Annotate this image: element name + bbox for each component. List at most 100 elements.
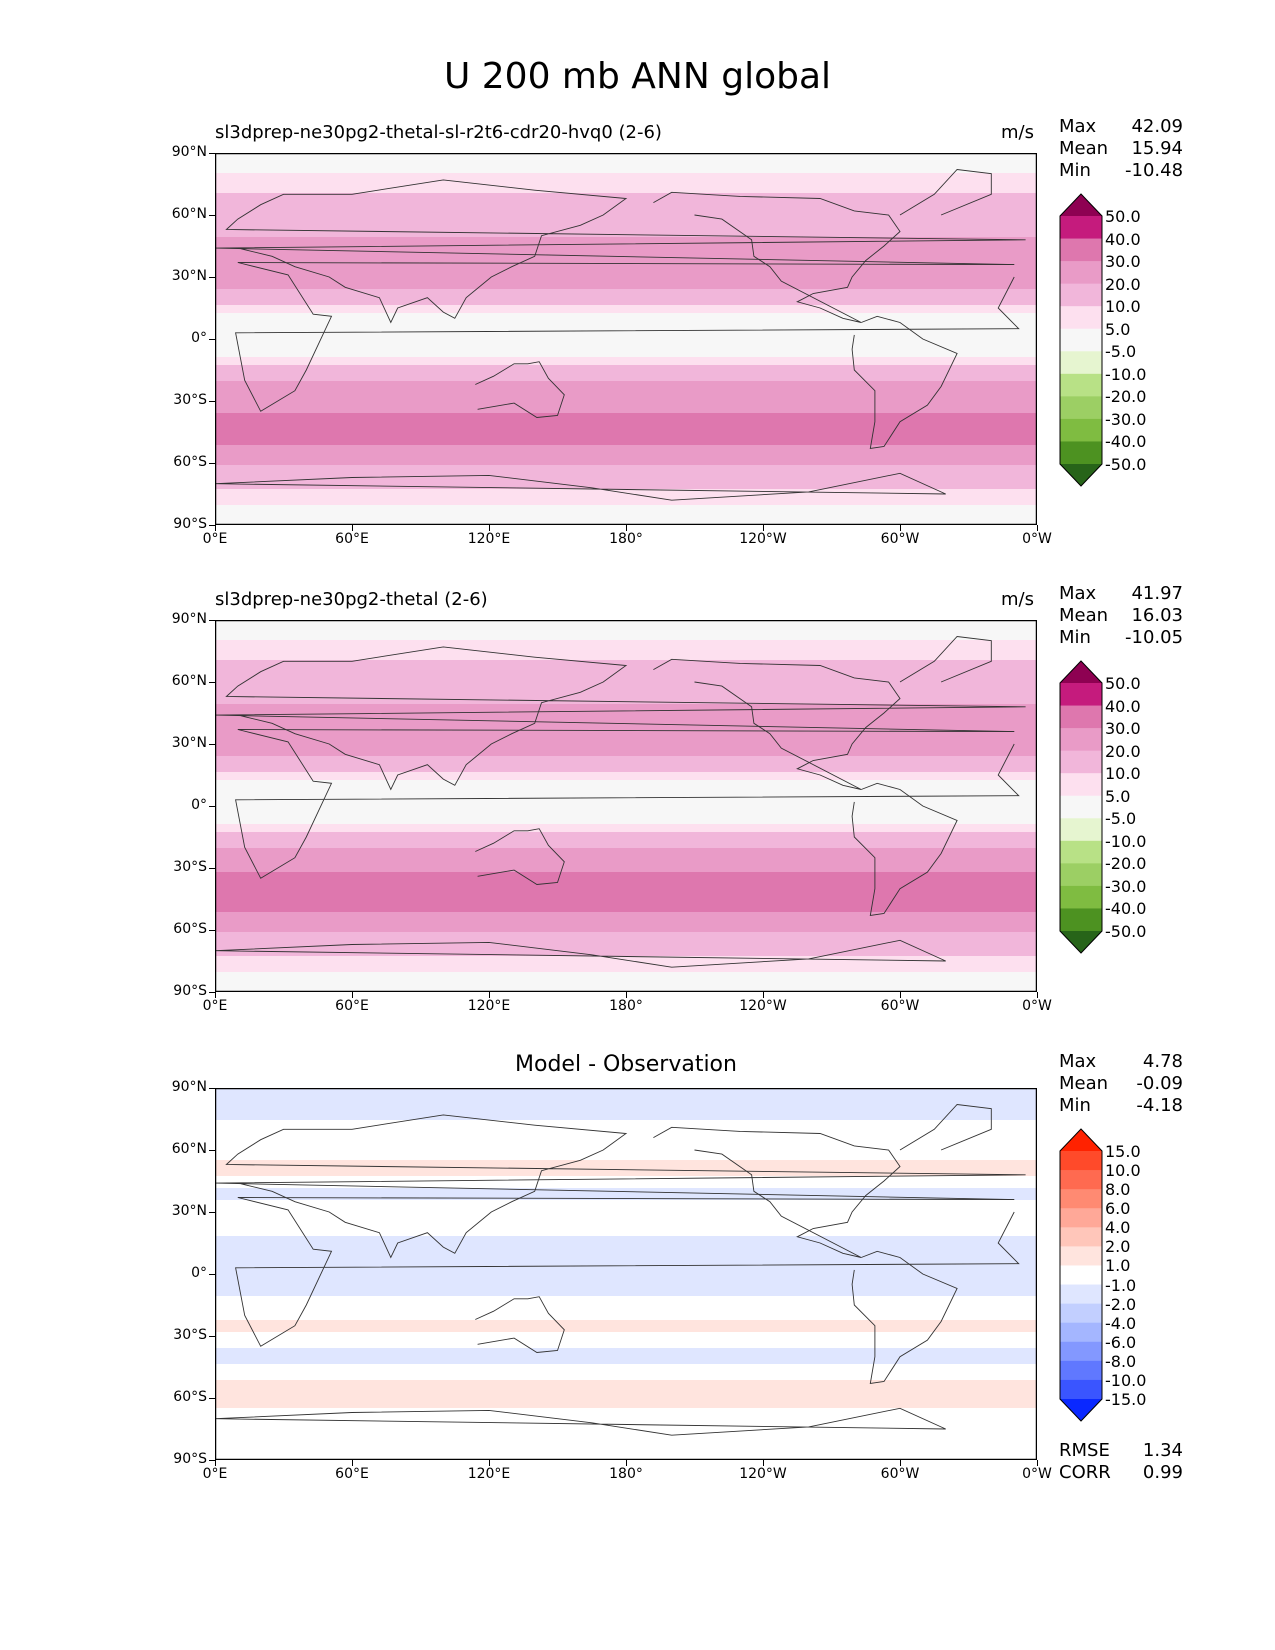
colorbar-segment [1060, 1341, 1102, 1362]
colorbar-tick-label: 5.0 [1105, 786, 1131, 806]
stat-label: Max [1059, 583, 1097, 604]
x-tick-label: 0°W [1022, 998, 1052, 1014]
contour-band [215, 844, 1037, 849]
contour-band [215, 784, 1037, 789]
colorbar-tick-label: 50.0 [1105, 674, 1141, 693]
contour-band [215, 421, 1037, 426]
x-tick-label: 60°E [335, 998, 369, 1014]
contour-band [215, 313, 1037, 318]
contour-band [215, 309, 1037, 314]
contour-band [215, 473, 1037, 478]
stat-value: 41.97 [1131, 583, 1183, 604]
y-tick [209, 1398, 215, 1399]
contour-band [215, 1336, 1037, 1341]
coastline [215, 472, 946, 501]
contour-band [215, 1156, 1037, 1161]
contour-band [215, 177, 1037, 182]
contour-band [215, 1364, 1037, 1369]
y-tick-label: 30°N [171, 268, 207, 284]
y-tick-label: 90°S [173, 516, 207, 532]
colorbar-tick-label: -10.0 [1105, 831, 1147, 851]
colorbar-tick-label: -10.0 [1105, 1370, 1147, 1390]
contour-band [215, 836, 1037, 841]
contour-band [215, 1388, 1037, 1393]
coastline [215, 1407, 946, 1436]
contour-band [215, 828, 1037, 833]
contour-band [215, 932, 1037, 937]
contour-band [215, 656, 1037, 661]
contour-band [215, 405, 1037, 410]
y-tick-label: 30°S [173, 392, 207, 408]
contour-map [215, 1088, 1037, 1460]
coastline [899, 1104, 992, 1151]
contour-band [215, 221, 1037, 226]
contour-band [215, 305, 1037, 310]
colorbar-tick-label: 5.0 [1105, 319, 1131, 339]
coastline [653, 1126, 901, 1258]
colorbar-tick-label: 2.0 [1105, 1237, 1131, 1257]
contour-band [215, 712, 1037, 717]
contour-band [215, 1296, 1037, 1301]
colorbar-tick-label: -5.0 [1105, 809, 1137, 829]
x-tick [352, 1460, 353, 1466]
contour-band [215, 1260, 1037, 1265]
contour-band [215, 964, 1037, 969]
contour-band [215, 916, 1037, 921]
contour-band [215, 389, 1037, 394]
contour-band [215, 816, 1037, 821]
contour-band [215, 337, 1037, 342]
contour-band [215, 1420, 1037, 1425]
x-tick [489, 1460, 490, 1466]
contour-band [215, 345, 1037, 350]
colorbar-segment [1060, 1208, 1102, 1228]
contour-band [215, 1164, 1037, 1169]
y-tick [209, 620, 215, 621]
colorbar-tick-label: 30.0 [1105, 719, 1141, 739]
colorbar-segment [1060, 418, 1102, 442]
contour-band [215, 732, 1037, 737]
colorbar-tick-label: 30.0 [1105, 252, 1141, 272]
contour-band [215, 1144, 1037, 1149]
contour-band [215, 1116, 1037, 1121]
contour-band [215, 505, 1037, 510]
y-tick-label: 30°N [171, 735, 207, 751]
y-tick [209, 401, 215, 402]
colorbar-extend-bottom [1060, 464, 1102, 486]
colorbar-segment [1060, 1189, 1102, 1209]
contour-band [215, 397, 1037, 402]
y-tick-label: 0° [191, 797, 207, 813]
contour-band [215, 1148, 1037, 1153]
colorbar-tick-label: 10.0 [1105, 1161, 1141, 1181]
contour-band [215, 620, 1037, 625]
colorbar-tick-label: -40.0 [1105, 432, 1147, 452]
y-tick-label: 0° [191, 1265, 207, 1281]
contour-band [215, 425, 1037, 430]
contour-band [215, 1152, 1037, 1157]
x-tick [215, 525, 216, 531]
colorbar-tick-label: -50.0 [1105, 922, 1147, 941]
stat-label: Mean [1059, 1073, 1109, 1094]
contour-band [215, 373, 1037, 378]
colorbar-segment [1060, 728, 1102, 752]
contour-band [215, 820, 1037, 825]
contour-band [215, 1384, 1037, 1389]
x-tick-label: 120°W [739, 531, 787, 547]
contour-band [215, 692, 1037, 697]
y-tick [209, 868, 215, 869]
contour-band [215, 876, 1037, 881]
contour-band [215, 1264, 1037, 1269]
contour-band [215, 321, 1037, 326]
contour-band [215, 413, 1037, 418]
colorbar-tick-label: -40.0 [1105, 899, 1147, 919]
contour-band [215, 1180, 1037, 1185]
contour-band [215, 253, 1037, 258]
contour-band [215, 225, 1037, 230]
contour-band [215, 1436, 1037, 1441]
contour-band [215, 792, 1037, 797]
units-label: m/s [1001, 589, 1034, 610]
x-tick [352, 525, 353, 531]
colorbar-extend-top [1060, 1129, 1102, 1151]
x-tick [489, 992, 490, 998]
contour-band [215, 632, 1037, 637]
contour-band [215, 840, 1037, 845]
